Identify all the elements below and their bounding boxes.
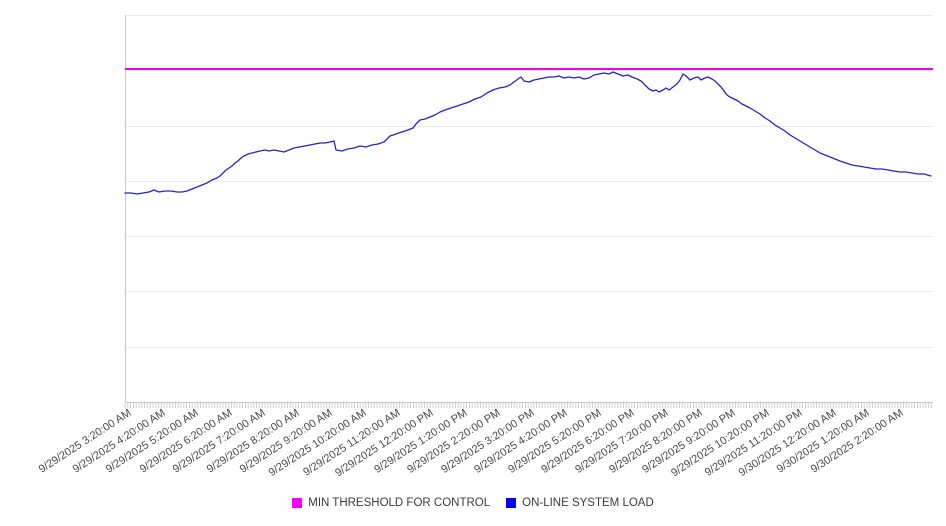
system-load-line	[124, 71, 932, 195]
legend-item-min-threshold[interactable]: MIN THRESHOLD FOR CONTROL	[292, 497, 490, 509]
legend: MIN THRESHOLD FOR CONTROL ON-LINE SYSTEM…	[0, 497, 946, 509]
legend-item-system-load[interactable]: ON-LINE SYSTEM LOAD	[506, 497, 654, 509]
legend-swatch-system-load	[506, 498, 517, 508]
legend-label-min-threshold: MIN THRESHOLD FOR CONTROL	[308, 497, 491, 509]
x-axis-minor-ticks	[124, 403, 932, 408]
gridlines	[125, 15, 933, 403]
legend-swatch-min-threshold	[292, 498, 303, 508]
legend-label-system-load: ON-LINE SYSTEM LOAD	[522, 497, 654, 509]
